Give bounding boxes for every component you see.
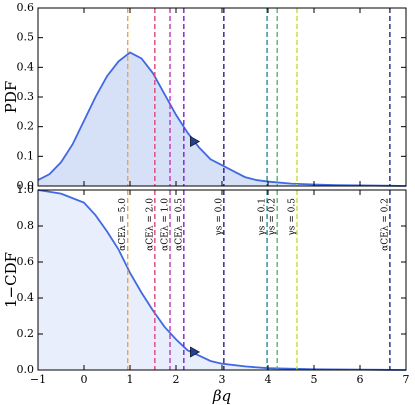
reference-label: γs = 0.1 [258,198,268,236]
reference-label: αCEλ = 5.0 [118,198,128,251]
marker [190,346,201,358]
y-axis-label: 1−CDF [2,252,20,308]
y-tick-label: 0.2 [17,327,35,340]
y-tick-label: 0.6 [17,255,35,268]
area-fill [38,52,406,186]
x-tick-label: 5 [311,373,318,386]
x-tick-label: 2 [173,373,180,386]
reference-label: γs = 0.0 [214,198,224,236]
y-tick-label: 0.5 [17,31,35,44]
x-tick-label: −1 [30,373,46,386]
x-tick-label: 0 [81,373,88,386]
reference-label: αCEλ = 0.2 [380,198,390,251]
y-tick-label: 0.4 [17,291,35,304]
y-tick-label: 0.2 [17,120,35,133]
y-tick-label: 0.3 [17,90,35,103]
y-tick-label: 0.0 [17,363,35,376]
reference-label: αCEλ = 1.0 [161,198,171,251]
marker [190,135,201,148]
data-line [37,51,407,187]
y-axis-label: PDF [2,81,20,114]
x-tick-label: 4 [265,373,272,386]
y-tick-label: 0.6 [17,1,35,14]
reference-label: γs = 0.2 [268,198,278,236]
y-tick-label: 1.0 [17,183,35,196]
y-tick-label: 0.8 [17,219,35,232]
x-tick-label: 6 [357,373,364,386]
x-axis-label: βq [212,387,231,405]
y-tick-label: 0.1 [17,149,35,162]
y-tick-label: 0.0 [17,179,35,192]
reference-label: αCEλ = 0.5 [174,198,184,251]
y-tick-label: 0.4 [17,60,35,73]
x-tick-label: 3 [219,373,226,386]
area-fill [38,190,406,370]
x-tick-label: 1 [127,373,134,386]
x-tick-label: 7 [403,373,410,386]
reference-label: αCEλ = 2.0 [145,198,155,251]
data-line [37,189,407,371]
reference-label: γs = 0.5 [287,198,297,236]
